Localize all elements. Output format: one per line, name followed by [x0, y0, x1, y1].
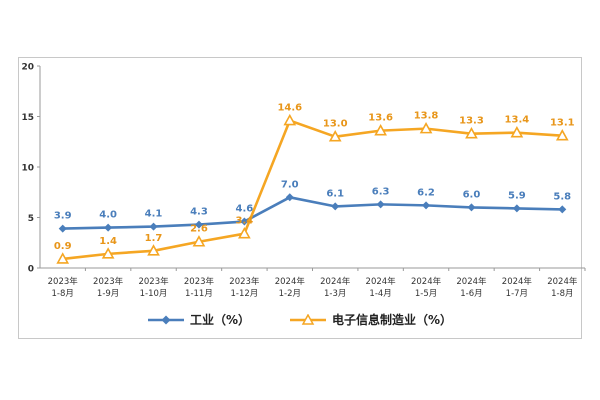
data-point-diamond	[512, 204, 521, 213]
data-point-diamond	[376, 200, 385, 209]
data-label: 4.3	[190, 207, 208, 218]
data-point-diamond	[467, 203, 476, 212]
chart-frame	[18, 57, 582, 339]
x-tick-label: 2024年 1-3月	[320, 276, 351, 299]
legend-label-electronics: 电子信息制造业（%）	[332, 313, 453, 327]
data-point-diamond	[422, 201, 431, 210]
data-label: 3.9	[54, 211, 72, 222]
data-point-triangle	[238, 227, 251, 239]
x-tick-label: 2023年 1-12月	[229, 276, 260, 299]
legend-swatch-triangle-icon	[290, 313, 326, 325]
data-point-diamond	[240, 217, 249, 226]
data-label: 13.0	[323, 119, 348, 130]
data-point-triangle	[56, 252, 70, 264]
x-tick-label: 2023年 1-11月	[184, 276, 215, 299]
data-label: 13.1	[550, 118, 575, 129]
data-label: 1.7	[145, 233, 163, 244]
data-labels: 3.9 4.0 4.1 4.3 4.6 7.0 6.1 6.3 6.2 6.0 5.9 5.8 0.9 1…	[54, 103, 575, 252]
x-tick-labels: 2023年 1-8月 2023年 1-9月 2023年 1-10月 2023年 1-11月 20…	[48, 276, 578, 299]
data-point-diamond	[285, 193, 294, 202]
y-tick-label: 20	[21, 63, 34, 73]
data-label: 6.1	[326, 188, 344, 199]
data-label: 4.6	[236, 204, 254, 215]
y-tick-labels: 0 5 10 15 20	[21, 63, 34, 275]
data-point-diamond	[331, 202, 340, 211]
data-point-triangle	[510, 126, 524, 138]
data-label: 13.6	[368, 113, 393, 124]
series-lines	[62, 119, 563, 261]
data-label: 0.9	[54, 241, 72, 252]
legend-label-industry: 工业（%）	[189, 313, 250, 327]
data-label: 13.3	[459, 116, 484, 127]
data-label: 2.6	[190, 224, 208, 235]
x-tick-label: 2023年 1-9月	[93, 276, 124, 299]
y-tick-label: 15	[21, 113, 34, 123]
x-tick-label: 2024年 1-2月	[275, 276, 306, 299]
data-label: 4.1	[145, 209, 163, 220]
data-point-diamond	[149, 222, 158, 231]
x-tick-label: 2023年 1-10月	[138, 276, 169, 299]
data-label: 1.4	[99, 236, 117, 247]
data-point-diamond	[58, 224, 67, 233]
y-tick-label: 10	[21, 164, 34, 174]
data-point-triangle	[101, 247, 115, 259]
data-point-triangle	[192, 235, 206, 247]
data-label: 6.2	[417, 187, 435, 198]
data-point-diamond	[558, 205, 567, 214]
data-point-triangle	[555, 129, 569, 141]
chart-axes	[37, 65, 586, 271]
data-label: 13.8	[414, 111, 439, 122]
x-tick-label: 2024年 1-7月	[502, 276, 533, 299]
x-tick-label: 2024年 1-4月	[366, 276, 397, 299]
x-tick-label: 2024年 1-5月	[411, 276, 442, 299]
data-label: 14.6	[277, 103, 302, 114]
series-line-0	[62, 196, 563, 230]
data-point-diamond	[104, 223, 113, 232]
y-tick-label: 5	[28, 214, 34, 224]
data-point-triangle	[328, 130, 342, 142]
legend-swatch-diamond-icon	[147, 315, 184, 324]
data-label: 5.9	[508, 190, 526, 201]
data-point-triangle	[465, 127, 478, 139]
data-label: 5.8	[553, 191, 571, 202]
series-markers	[56, 113, 569, 264]
data-point-triangle	[374, 123, 387, 136]
x-tick-label: 2024年 1-8月	[547, 276, 578, 299]
data-label: 7.0	[281, 179, 299, 190]
y-tick-label: 0	[28, 265, 34, 275]
x-tick-label: 2023年 1-8月	[48, 276, 79, 299]
series-line-1	[62, 119, 563, 261]
data-label: 3.4	[236, 216, 254, 227]
data-point-triangle	[147, 244, 160, 256]
data-label: 4.0	[99, 210, 117, 221]
x-tick-label: 2024年 1-6月	[456, 276, 487, 299]
data-point-triangle	[419, 121, 433, 134]
legend-item-industry: 工业（%）	[147, 311, 250, 328]
legend: 工业（%） 电子信息制造业（%）	[0, 311, 600, 328]
data-label: 6.0	[463, 189, 481, 200]
legend-item-electronics: 电子信息制造业（%）	[290, 311, 452, 328]
data-label: 13.4	[505, 115, 530, 126]
data-point-diamond	[194, 220, 203, 229]
data-label: 6.3	[372, 186, 390, 197]
data-point-triangle	[283, 113, 297, 126]
